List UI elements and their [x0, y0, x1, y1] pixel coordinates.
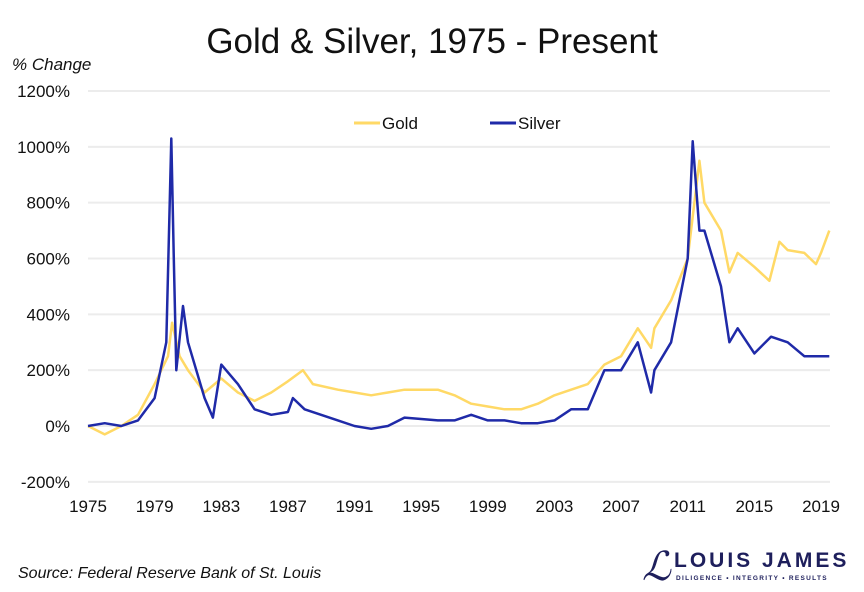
- x-tick-label: 2019: [802, 497, 840, 516]
- x-tick-label: 1999: [469, 497, 507, 516]
- svg-text:ℒ: ℒ: [642, 546, 672, 586]
- series-line-gold: [87, 159, 831, 436]
- svg-text:LOUIS JAMES: LOUIS JAMES: [674, 549, 849, 572]
- y-tick-label: 600%: [27, 250, 70, 269]
- x-tick-label: 2015: [735, 497, 773, 516]
- y-tick-label: 1200%: [17, 82, 70, 101]
- x-tick-label: 1991: [336, 497, 374, 516]
- x-tick-label: 1995: [402, 497, 440, 516]
- x-tick-label: 2011: [669, 497, 706, 516]
- x-tick-label: 1979: [136, 497, 174, 516]
- x-tick-label: 2007: [602, 497, 640, 516]
- series-line-silver: [87, 137, 830, 431]
- y-tick-label: 400%: [27, 305, 70, 324]
- y-tick-label: 1000%: [17, 138, 70, 157]
- y-tick-label: 800%: [27, 194, 70, 213]
- plot-area: -200% 0% 200% 400% 600% 800% 1000% 1200% 1975 197…: [17, 82, 840, 516]
- source-note: Source: Federal Reserve Bank of St. Loui…: [18, 565, 322, 582]
- x-tick-label: 1983: [202, 497, 240, 516]
- legend-label-gold: Gold: [382, 114, 418, 133]
- y-tick-label: 200%: [27, 361, 70, 380]
- louis-james-logo: ℒ LOUIS JAMES DILIGENCE • INTEGRITY • RE…: [642, 546, 849, 586]
- x-tick-label: 2003: [536, 497, 574, 516]
- legend-label-silver: Silver: [518, 114, 561, 133]
- y-tick-label: 0%: [45, 417, 70, 436]
- x-tick-label: 1975: [69, 497, 107, 516]
- x-tick-label: 1987: [269, 497, 307, 516]
- y-axis-label: % Change: [12, 55, 92, 74]
- svg-text:DILIGENCE • INTEGRITY • RE: DILIGENCE • INTEGRITY • RESULTS: [676, 575, 828, 582]
- chart-title: Gold & Silver, 1975 - Present: [206, 22, 658, 61]
- y-tick-label: -200%: [21, 473, 70, 492]
